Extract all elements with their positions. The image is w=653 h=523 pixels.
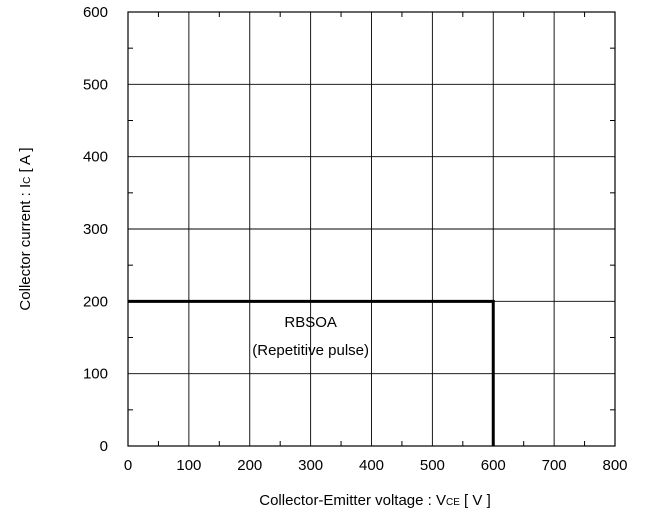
annotation-line-2: (Repetitive pulse) — [252, 342, 369, 359]
y-axis-label: Collector current : IC [ A ] — [17, 147, 34, 310]
y-tick-label: 100 — [83, 366, 108, 383]
x-tick-label: 500 — [420, 457, 445, 474]
y-tick-labels: 0 100 200 300 400 500 600 — [83, 4, 108, 455]
x-tick-label: 600 — [481, 457, 506, 474]
x-tick-label: 100 — [176, 457, 201, 474]
grid — [128, 12, 615, 446]
y-axis-label-main: Collector current : I — [17, 184, 34, 311]
plot-frame — [127, 11, 616, 447]
y-tick-label: 0 — [100, 438, 108, 455]
x-tick-label: 400 — [359, 457, 384, 474]
y-tick-label: 400 — [83, 149, 108, 166]
annotations: RBSOA (Repetitive pulse) — [252, 314, 369, 359]
x-tick-label: 200 — [237, 457, 262, 474]
rbsoa-boundary-line — [128, 299, 495, 446]
x-axis-label-main: Collector-Emitter voltage : V — [259, 492, 446, 509]
annotation-line-1: RBSOA — [284, 314, 337, 331]
x-tick-label: 700 — [542, 457, 567, 474]
minor-ticks — [128, 12, 615, 446]
x-tick-labels: 0 100 200 300 400 500 600 700 800 — [124, 457, 628, 474]
x-axis-label: Collector-Emitter voltage : VCE [ V ] — [259, 492, 490, 509]
x-axis-label-subscript: CE — [446, 497, 460, 508]
x-tick-label: 0 — [124, 457, 132, 474]
y-tick-label: 500 — [83, 76, 108, 93]
x-tick-label: 800 — [602, 457, 627, 474]
series — [128, 299, 495, 446]
x-tick-label: 300 — [298, 457, 323, 474]
x-axis-label-unit: [ V ] — [460, 492, 491, 509]
y-axis-label-subscript: C — [22, 177, 33, 184]
y-tick-label: 600 — [83, 4, 108, 21]
y-tick-label: 300 — [83, 221, 108, 238]
y-axis-label-unit: [ A ] — [17, 147, 34, 176]
y-tick-label: 200 — [83, 293, 108, 310]
